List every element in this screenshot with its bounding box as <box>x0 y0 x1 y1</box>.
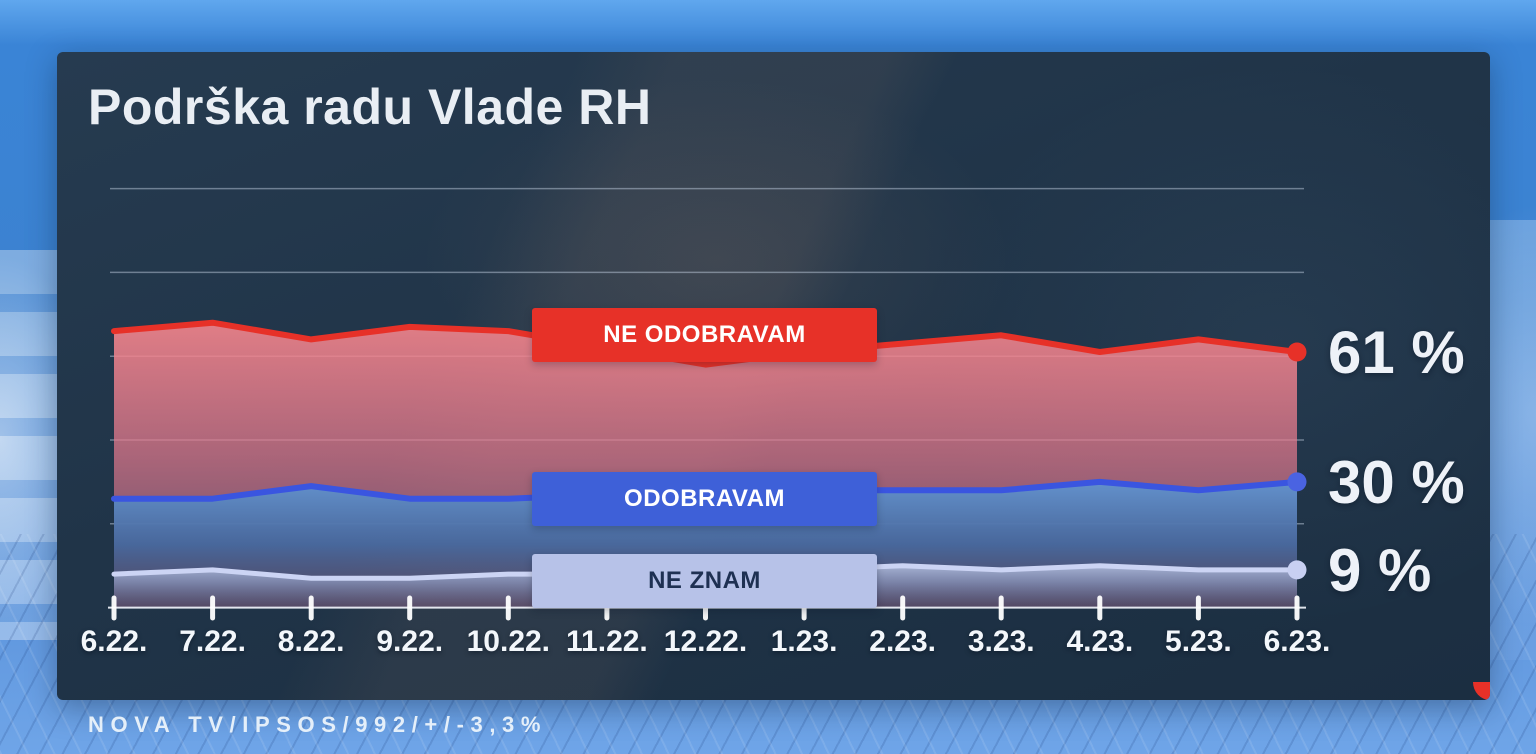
x-axis-label: 8.22. <box>277 625 345 658</box>
x-axis-label: 11.22. <box>566 625 648 658</box>
source-text: NOVA TV/IPSOS/992/+/-3,3% <box>88 712 548 737</box>
end-value-ne-odobravam: 61 % <box>1328 319 1465 386</box>
series-label-ne-znam: NE ZNAM <box>532 554 877 608</box>
end-value-ne-znam: 9 % <box>1328 537 1432 604</box>
x-axis-label: 9.22. <box>376 625 444 658</box>
x-axis-label: 12.22. <box>663 625 748 658</box>
x-axis-label: 10.22. <box>466 625 551 658</box>
nova-corner-icon <box>1473 682 1490 700</box>
background-building-left <box>0 250 58 640</box>
x-axis-label: 4.23. <box>1066 625 1134 658</box>
end-value-odobravam: 30 % <box>1328 449 1465 516</box>
x-axis-label: 6.23. <box>1263 625 1331 658</box>
x-axis-label: 7.22. <box>179 625 246 658</box>
page-title: Podrška radu Vlade RH <box>88 79 652 135</box>
x-axis-label: 2.23. <box>869 625 937 658</box>
series-label-ne-odobravam: NE ODOBRAVAM <box>532 308 877 362</box>
x-axis-label: 6.22. <box>80 625 148 658</box>
x-axis-label: 3.23. <box>967 625 1035 658</box>
series-label-odobravam: ODOBRAVAM <box>532 472 877 526</box>
background-building-right <box>1490 220 1536 660</box>
x-axis-label: 1.23. <box>770 625 838 658</box>
x-axis-label: 5.23. <box>1165 625 1232 658</box>
